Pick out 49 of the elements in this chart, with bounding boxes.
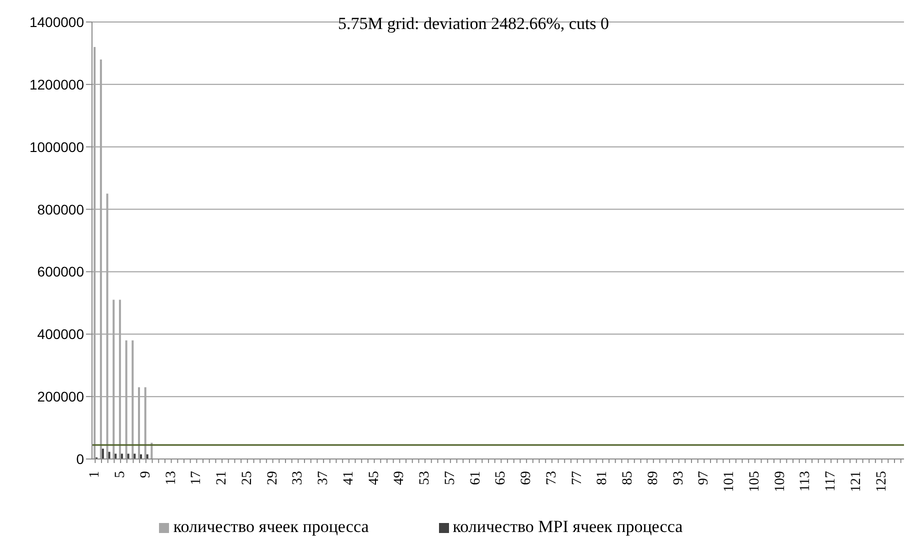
x-tick-label: 13 — [164, 471, 179, 485]
chart-title: 5.75M grid: deviation 2482.66%, cuts 0 — [338, 14, 610, 34]
legend-label: количество ячеек процесса — [173, 517, 369, 536]
bar — [120, 454, 123, 459]
x-tick-label: 5 — [113, 471, 128, 478]
x-tick-label: 73 — [544, 471, 560, 485]
x-tick-label: 25 — [240, 471, 255, 485]
x-tick-label: 101 — [722, 471, 738, 492]
bar — [114, 454, 117, 459]
y-tick-label: 1000000 — [29, 138, 84, 155]
x-tick-label: 49 — [392, 471, 408, 485]
y-tick-label: 400000 — [37, 326, 84, 342]
x-tick-label: 65 — [494, 471, 509, 485]
x-tick-label: 77 — [570, 471, 585, 485]
x-tick-label: 69 — [519, 471, 534, 485]
legend-label: количество MPI ячеек процесса — [452, 517, 683, 536]
x-tick-label: 89 — [646, 471, 661, 485]
x-tick-label: 33 — [290, 471, 306, 485]
x-tick-label: 85 — [620, 471, 636, 485]
y-tick-label: 0 — [76, 450, 84, 467]
x-tick-label: 125 — [874, 471, 890, 492]
bar — [134, 454, 136, 459]
y-tick-label: 200000 — [37, 388, 84, 405]
x-tick-label: 97 — [696, 471, 712, 485]
bar — [108, 452, 110, 459]
y-tick-label: 800000 — [37, 201, 84, 218]
x-tick-label: 81 — [595, 471, 610, 485]
y-tick-label: 1200000 — [29, 76, 84, 92]
x-tick-label: 17 — [189, 471, 204, 485]
bar — [102, 448, 104, 459]
x-tick-label: 121 — [848, 471, 864, 492]
x-tick-label: 21 — [214, 471, 230, 485]
x-tick-label: 61 — [468, 471, 484, 485]
x-tick-label: 37 — [316, 471, 332, 485]
x-tick-label: 117 — [824, 471, 839, 492]
bar — [127, 454, 130, 459]
y-tick-label: 600000 — [37, 264, 84, 280]
x-tick-label: 105 — [747, 471, 762, 492]
x-tick-label: 57 — [442, 471, 458, 485]
x-tick-label: 29 — [265, 471, 280, 485]
x-tick-label: 41 — [341, 471, 356, 485]
x-tick-label: 93 — [671, 471, 686, 485]
x-tick-label: 9 — [138, 471, 154, 478]
x-tick-label: 1 — [88, 471, 103, 478]
x-tick-label: 113 — [798, 471, 814, 492]
x-tick-label: 109 — [772, 471, 788, 492]
y-tick-label: 1400000 — [29, 14, 84, 30]
x-tick-label: 45 — [366, 471, 382, 485]
x-tick-label: 53 — [418, 471, 433, 485]
